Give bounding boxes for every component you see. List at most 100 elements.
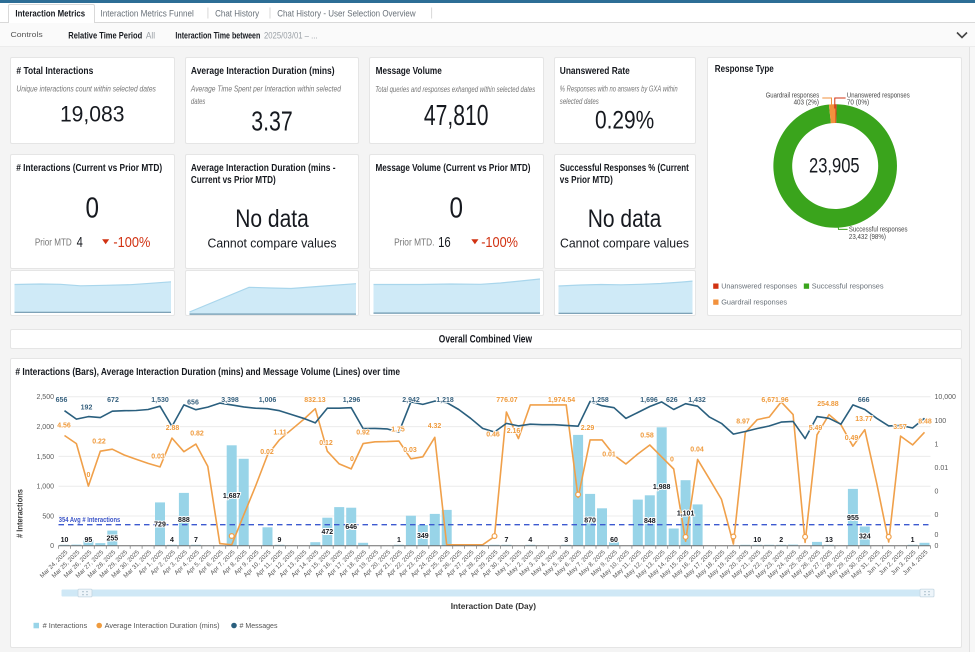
svg-text:13: 13 (825, 537, 833, 544)
svg-text:0: 0 (50, 543, 54, 550)
svg-text:0.49: 0.49 (845, 434, 859, 441)
svg-text:Total queries and responses ex: Total queries and responses exhanged wit… (375, 85, 535, 94)
svg-text:Current vs Prior MTD): Current vs Prior MTD) (191, 175, 276, 186)
svg-text:1,500: 1,500 (36, 453, 54, 460)
svg-text:10,000: 10,000 (935, 394, 957, 401)
svg-text:1,258: 1,258 (591, 396, 609, 403)
svg-text:4.32: 4.32 (428, 422, 442, 429)
svg-text:1,687: 1,687 (223, 493, 241, 500)
svg-text:Successful responses: Successful responses (812, 282, 884, 291)
svg-text:2: 2 (779, 537, 783, 544)
svg-text:4: 4 (170, 537, 174, 544)
svg-text:776.07: 776.07 (496, 396, 518, 403)
svg-text:Unanswered Rate: Unanswered Rate (560, 66, 630, 77)
svg-text:Average Interaction Duration (: Average Interaction Duration (mins - (191, 163, 336, 174)
svg-text:1,218: 1,218 (436, 396, 454, 403)
svg-text:All: All (146, 30, 155, 40)
svg-text:1,530: 1,530 (151, 396, 169, 403)
svg-text:13.77: 13.77 (855, 415, 873, 422)
svg-text:0.29%: 0.29% (595, 107, 654, 135)
svg-text:0: 0 (935, 488, 939, 495)
svg-text:8.97: 8.97 (736, 418, 750, 425)
svg-text:2.88: 2.88 (166, 424, 180, 431)
svg-text:7: 7 (194, 537, 198, 544)
svg-text:354 Avg # Interactions: 354 Avg # Interactions (59, 517, 121, 524)
svg-text:Prior MTD: Prior MTD (35, 237, 72, 249)
svg-text:255: 255 (106, 535, 118, 542)
svg-text:Controls: Controls (11, 30, 43, 39)
svg-text:0: 0 (350, 455, 354, 462)
svg-text:349: 349 (417, 532, 429, 539)
svg-text:-100%: -100% (481, 234, 518, 251)
svg-text:2025/03/01 – ...: 2025/03/01 – ... (264, 30, 318, 40)
svg-text:0.03: 0.03 (151, 453, 165, 460)
svg-text:0.01: 0.01 (935, 465, 949, 472)
svg-text:3: 3 (564, 537, 568, 544)
svg-text:Interaction Metrics Funnel: Interaction Metrics Funnel (101, 8, 194, 18)
svg-text:0.03: 0.03 (403, 446, 417, 453)
svg-text:# Interactions (Current vs Pri: # Interactions (Current vs Prior MTD) (16, 163, 162, 174)
svg-text:324: 324 (859, 533, 871, 540)
svg-text:Cannot compare values: Cannot compare values (208, 236, 337, 251)
svg-text:Chat History - User Selection: Chat History - User Selection Overview (277, 8, 416, 18)
svg-text:0: 0 (670, 456, 674, 463)
svg-text:0.58: 0.58 (640, 432, 654, 439)
svg-text:Chat History: Chat History (215, 8, 260, 18)
svg-text:5.49: 5.49 (809, 424, 823, 431)
svg-text:# Total Interactions: # Total Interactions (16, 66, 93, 77)
svg-text:0.22: 0.22 (92, 438, 106, 445)
svg-text:1,432: 1,432 (688, 396, 706, 403)
svg-text:Successful responses: Successful responses (849, 225, 908, 234)
svg-text:656: 656 (187, 399, 199, 406)
svg-text:70 (0%): 70 (0%) (847, 98, 869, 107)
svg-text:0.01: 0.01 (602, 451, 616, 458)
svg-text:0.92: 0.92 (356, 429, 370, 436)
svg-text:-100%: -100% (113, 234, 150, 251)
svg-text:Response Type: Response Type (715, 64, 774, 75)
svg-text:% Responses with no answers by: % Responses with no answers by GXA withi… (560, 85, 678, 94)
svg-text:8.48: 8.48 (918, 418, 932, 425)
svg-text:955: 955 (847, 514, 859, 521)
svg-text:1,000: 1,000 (36, 483, 54, 490)
svg-text:Unique interactions count with: Unique interactions count within selecte… (16, 85, 156, 94)
svg-text:No data: No data (235, 205, 309, 233)
svg-text:Relative Time Period: Relative Time Period (68, 30, 142, 41)
svg-text:1,988: 1,988 (653, 484, 671, 491)
svg-text:Successful Responses % (Curren: Successful Responses % (Current (560, 163, 689, 174)
svg-text:0: 0 (87, 471, 91, 478)
svg-text:656: 656 (56, 396, 68, 403)
svg-text:19,083: 19,083 (60, 102, 125, 127)
svg-text:254.88: 254.88 (817, 400, 839, 407)
svg-text:0.46: 0.46 (486, 431, 500, 438)
svg-text:0: 0 (86, 192, 100, 224)
svg-text:Prior MTD.: Prior MTD. (394, 237, 434, 249)
svg-text:1,006: 1,006 (259, 396, 277, 403)
svg-text:Average Interaction Duration (: Average Interaction Duration (mins) (191, 66, 335, 77)
svg-text:selected dates: selected dates (560, 97, 599, 106)
svg-text:Unanswered responses: Unanswered responses (847, 90, 910, 99)
svg-text:4: 4 (77, 234, 83, 251)
svg-text:403 (2%): 403 (2%) (794, 98, 819, 107)
svg-text:0: 0 (449, 192, 463, 224)
svg-text:10: 10 (61, 537, 69, 544)
svg-text:1.75: 1.75 (391, 426, 405, 433)
svg-text:3.37: 3.37 (251, 106, 293, 137)
svg-text:0.12: 0.12 (319, 439, 333, 446)
svg-text:1.11: 1.11 (273, 429, 286, 436)
svg-text:16: 16 (438, 234, 451, 251)
svg-text:1: 1 (397, 537, 401, 544)
svg-text:Interaction Date (Day): Interaction Date (Day) (451, 601, 537, 611)
svg-text:Guardrail responses: Guardrail responses (766, 90, 820, 99)
svg-text:vs Prior MTD): vs Prior MTD) (560, 175, 613, 186)
svg-text:3.57: 3.57 (893, 423, 907, 430)
svg-text:0: 0 (935, 512, 939, 519)
svg-text:626: 626 (666, 396, 678, 403)
svg-text:1,974.54: 1,974.54 (548, 396, 575, 403)
svg-text:Guardrail responses: Guardrail responses (721, 298, 787, 307)
svg-text:# Interactions: # Interactions (43, 621, 88, 630)
svg-text:1,101: 1,101 (677, 510, 695, 517)
svg-text:100: 100 (935, 417, 947, 424)
svg-text:# Messages: # Messages (240, 621, 278, 630)
svg-text:4.56: 4.56 (57, 422, 71, 429)
svg-text:Cannot compare values: Cannot compare values (560, 236, 689, 251)
